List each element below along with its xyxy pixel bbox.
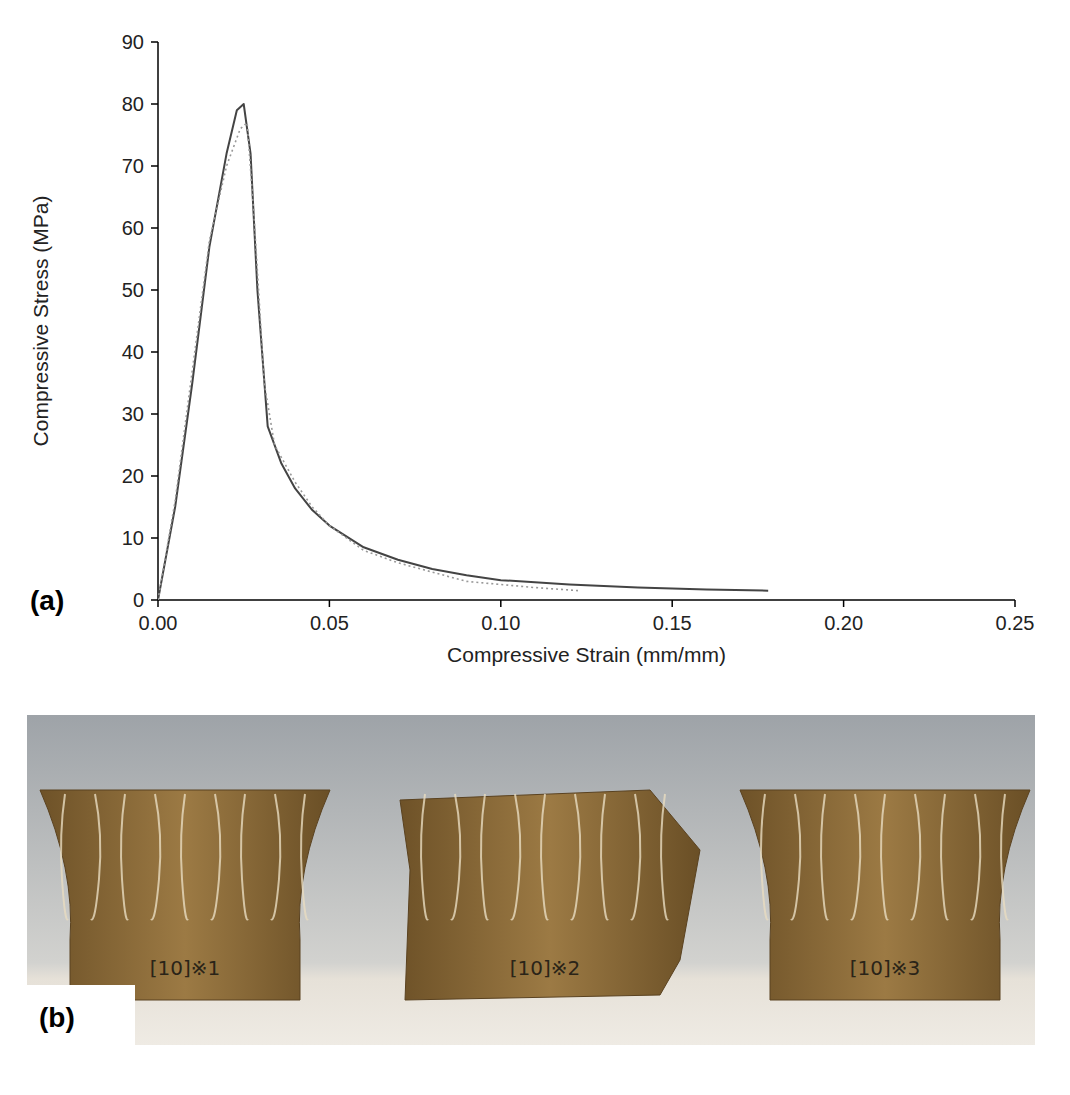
x-tick	[671, 600, 673, 607]
y-tick	[151, 227, 158, 229]
y-axis-title: Compressive Stress (MPa)	[29, 196, 52, 447]
crack	[911, 794, 920, 920]
crack	[61, 794, 68, 920]
y-tick-label: 90	[122, 31, 144, 53]
y-tick	[151, 41, 158, 43]
crack	[881, 794, 888, 920]
crack	[421, 794, 428, 920]
crack	[971, 794, 980, 920]
crack	[661, 794, 668, 920]
page: 0 10 20 30 40 50 60 70 80 90 0.00 0.05 0.10 0.15 0.20 0…	[0, 0, 1070, 1095]
crack	[91, 794, 100, 920]
panel-label-box	[27, 985, 135, 1045]
y-tick-label: 50	[122, 279, 144, 301]
y-tick-label: 60	[122, 217, 144, 239]
crack	[481, 794, 488, 920]
x-tick-label: 0.05	[310, 612, 349, 634]
y-tick	[151, 599, 158, 601]
crack	[631, 794, 640, 920]
y-tick-label: 0	[133, 589, 144, 611]
crack	[451, 794, 460, 920]
panel-label: (a)	[30, 585, 64, 616]
specimen	[40, 790, 330, 1000]
specimen	[400, 790, 700, 1000]
y-tick	[151, 103, 158, 105]
panel-label: (b)	[39, 1002, 75, 1033]
x-tick-label: 0.10	[481, 612, 520, 634]
x-axis-title: Compressive Strain (mm/mm)	[447, 643, 726, 666]
photo-background	[27, 715, 1035, 1045]
specimen	[740, 790, 1030, 1000]
specimen-label: [10]※3	[850, 956, 921, 980]
crack	[181, 794, 188, 920]
specimen-label: [10]※2	[510, 956, 581, 980]
series-line	[158, 104, 768, 600]
y-tick-label: 20	[122, 465, 144, 487]
crack	[151, 794, 160, 920]
x-tick	[1014, 600, 1016, 607]
y-tick	[151, 413, 158, 415]
x-tick	[329, 600, 331, 607]
series-line	[158, 123, 580, 600]
crack	[601, 794, 608, 920]
y-tick	[151, 351, 158, 353]
crack	[821, 794, 828, 920]
x-tick	[157, 600, 159, 607]
crack	[791, 794, 800, 920]
y-tick	[151, 165, 158, 167]
crack	[511, 794, 520, 920]
y-tick	[151, 537, 158, 539]
crack	[301, 794, 308, 920]
crack	[571, 794, 580, 920]
y-tick-label: 10	[122, 527, 144, 549]
y-tick-label: 70	[122, 155, 144, 177]
x-tick	[500, 600, 502, 607]
crack	[941, 794, 948, 920]
y-axis	[157, 42, 159, 600]
x-axis	[158, 599, 1015, 601]
crack	[211, 794, 220, 920]
crack	[241, 794, 248, 920]
y-tick	[151, 289, 158, 291]
y-tick-label: 40	[122, 341, 144, 363]
plot-area	[158, 104, 768, 600]
x-tick-label: 0.15	[653, 612, 692, 634]
crack	[271, 794, 280, 920]
y-tick-label: 30	[122, 403, 144, 425]
y-tick-label: 80	[122, 93, 144, 115]
x-tick-label: 0.00	[139, 612, 178, 634]
crack	[1001, 794, 1008, 920]
x-tick-label: 0.20	[824, 612, 863, 634]
crack	[121, 794, 128, 920]
crack	[851, 794, 860, 920]
x-tick-label: 0.25	[996, 612, 1035, 634]
specimen-label: [10]※1	[150, 956, 221, 980]
y-tick	[151, 475, 158, 477]
crack	[541, 794, 548, 920]
x-tick	[843, 600, 845, 607]
crack	[761, 794, 768, 920]
